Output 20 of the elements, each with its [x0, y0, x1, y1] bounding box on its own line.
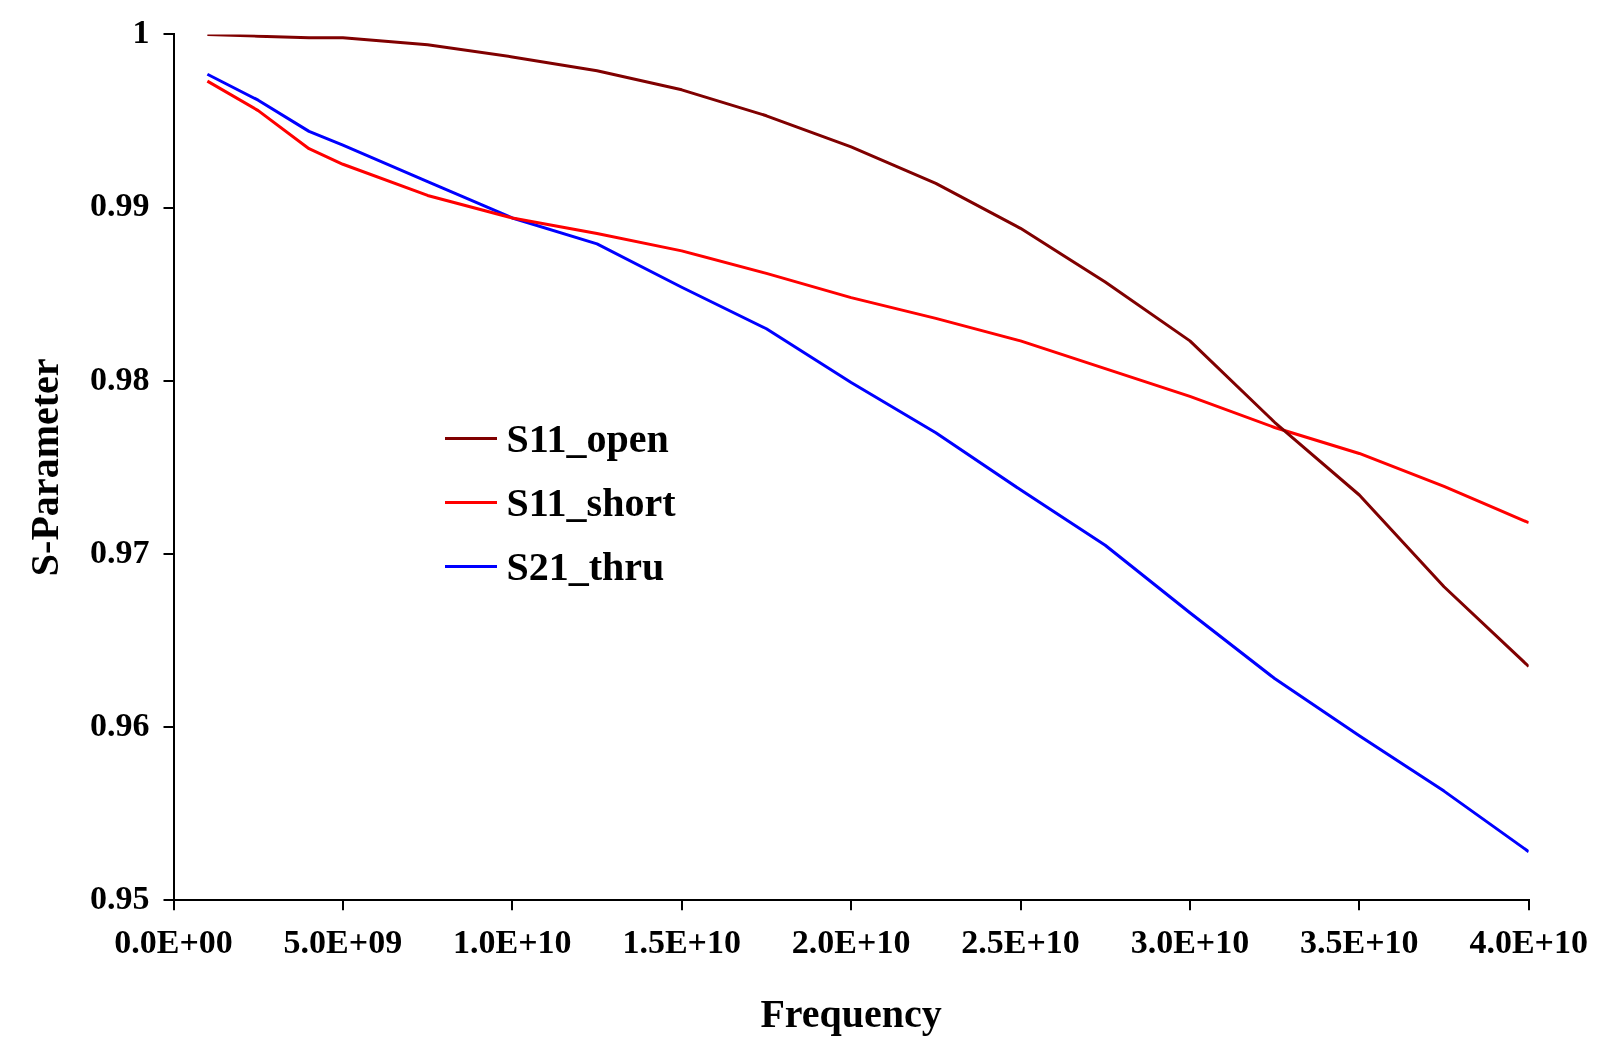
x-tick-label: 3.5E+10 [1300, 923, 1419, 961]
x-tick-label: 3.0E+10 [1130, 923, 1250, 961]
x-tick-label: 1.5E+10 [622, 923, 741, 961]
y-tick-label: 1 [132, 13, 150, 51]
legend-label: S21_thru [506, 543, 665, 591]
y-tick-label: 0.98 [90, 359, 150, 397]
y-tick-label: 0.97 [90, 532, 150, 570]
x-axis-title: Frequency [760, 991, 942, 1037]
y-tick-label: 0.99 [90, 186, 150, 224]
y-tick-label: 0.95 [90, 878, 150, 916]
x-tick-label: 2.5E+10 [961, 923, 1080, 961]
legend-label: S11_open [506, 415, 669, 463]
x-tick-label: 2.0E+10 [791, 923, 911, 961]
legend-label: S11_short [506, 479, 676, 527]
x-tick-label: 0.0E+00 [114, 923, 233, 961]
y-tick-label: 0.96 [90, 705, 150, 743]
y-axis-title: S-Parameter [22, 358, 68, 577]
x-tick-label: 5.0E+09 [283, 923, 403, 961]
x-tick-label: 4.0E+10 [1469, 923, 1589, 961]
x-tick-label: 1.0E+10 [453, 923, 572, 961]
